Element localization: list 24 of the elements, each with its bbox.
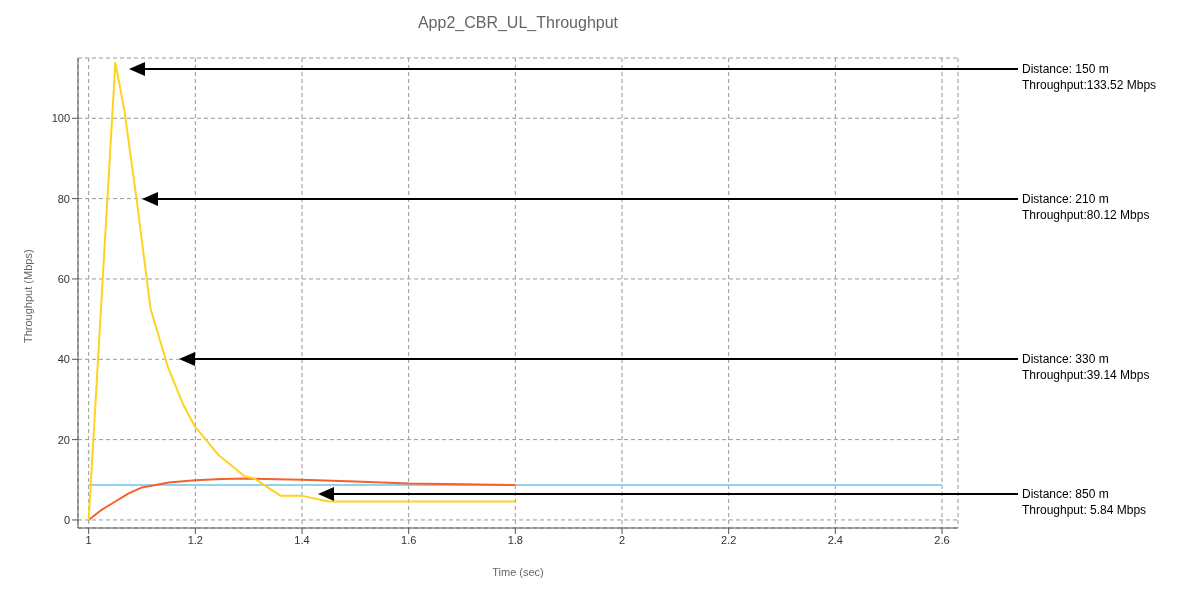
x-tick-label: 2.4: [827, 533, 843, 546]
line-series: [87, 61, 517, 521]
x-tick-label: 1: [85, 533, 92, 546]
x-tick-label: 1.8: [507, 533, 523, 546]
x-tick-label: 1.6: [401, 533, 417, 546]
text: Distance: 150 m Throughput:133.52 Mbps: [1022, 62, 1157, 92]
y-tick-label: 0: [63, 513, 70, 526]
y-tick-label: 40: [57, 353, 70, 366]
x-tick-label: 1.2: [187, 533, 203, 546]
x-tick-label: 2.2: [721, 533, 737, 546]
y-tick-label: 100: [51, 112, 70, 125]
chart-title: App2_CBR_UL_Throughput: [416, 14, 620, 32]
x-tick-label: 2: [618, 533, 626, 546]
line-series: [87, 477, 517, 521]
text: Distance: 210 m Throughput:80.12 Mbps: [1022, 192, 1150, 222]
x-tick-label: 1.4: [294, 533, 310, 546]
text: Distance: 850 m Throughput: 5.84 Mbps: [1022, 487, 1147, 517]
text: Distance: 330 m Throughput:39.14 Mbps: [1022, 352, 1150, 382]
y-tick-label: 80: [57, 192, 70, 205]
y-tick-label: 60: [57, 272, 70, 285]
y-axis-title: Throughput (Mbps): [21, 249, 34, 343]
x-axis-title: Time (sec): [492, 566, 544, 578]
x-tick-label: 2.6: [934, 533, 950, 546]
y-tick-label: 20: [57, 433, 70, 446]
